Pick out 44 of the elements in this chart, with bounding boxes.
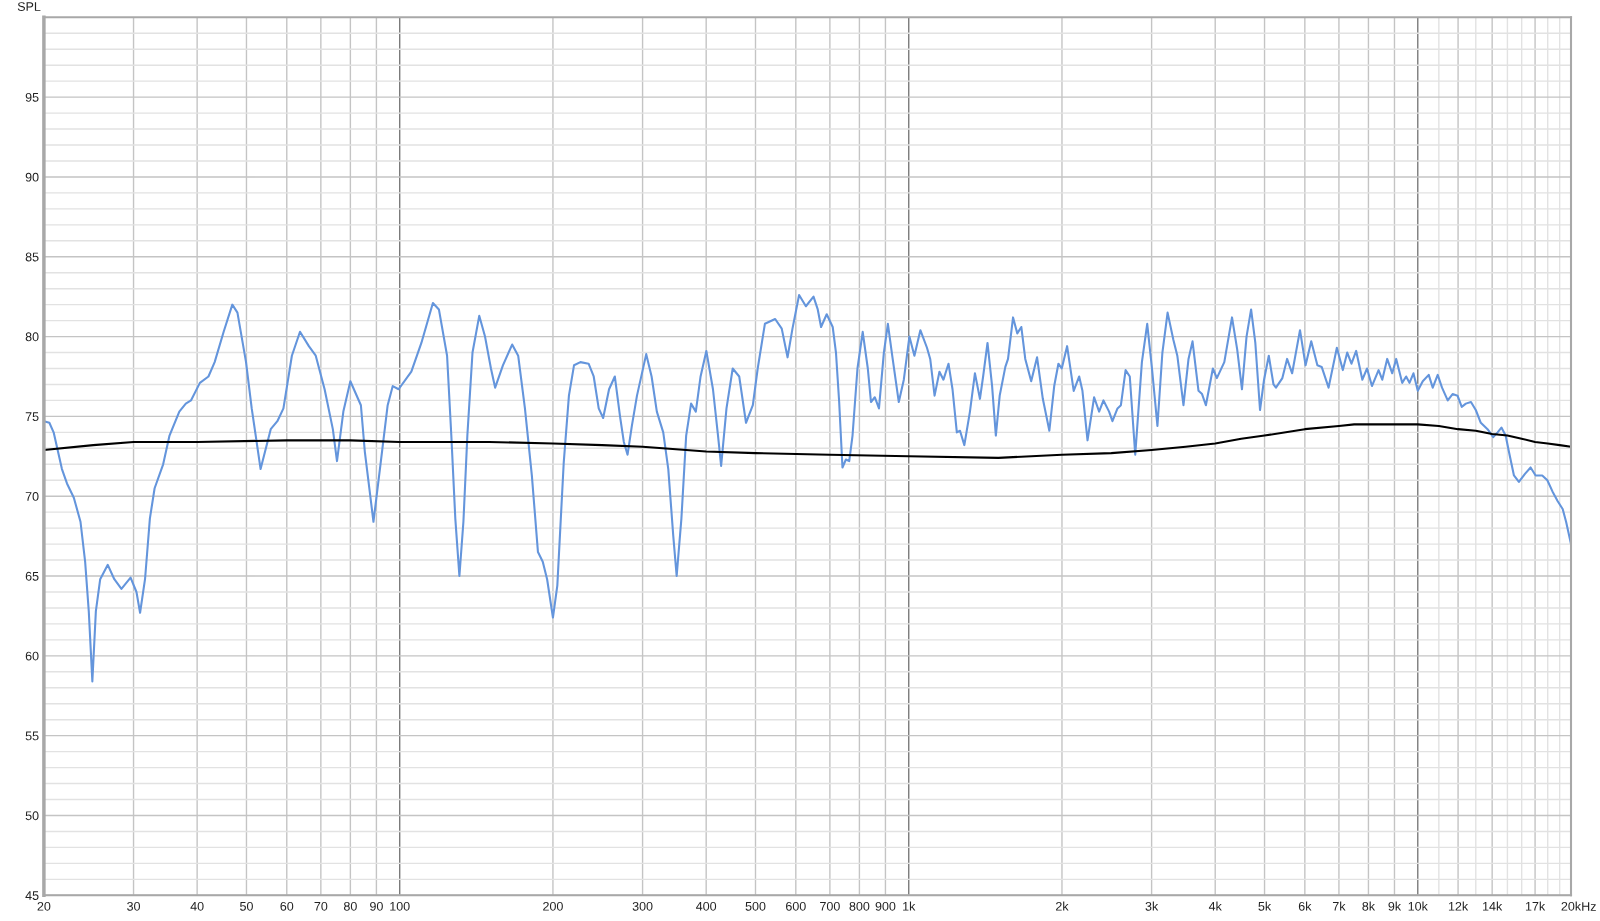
x-tick-label: 90: [370, 901, 383, 911]
y-tick-label: 65: [25, 571, 39, 581]
x-tick-label: 800: [849, 901, 870, 911]
x-tick-label: 400: [696, 901, 717, 911]
x-tick-label: 1k: [903, 901, 916, 911]
x-tick-label: 5k: [1258, 901, 1272, 911]
y-tick-label: 75: [25, 412, 39, 422]
x-tick-label: 2k: [1056, 901, 1069, 911]
y-tick-label: 95: [25, 92, 39, 102]
y-tick-label: 55: [25, 731, 39, 741]
x-tick-label: 9k: [1388, 901, 1402, 911]
y-tick-label: 50: [25, 811, 39, 821]
y-tick-label: 90: [25, 172, 39, 182]
x-tick-label: 80: [343, 901, 357, 911]
x-tick-label: 20: [37, 901, 51, 911]
x-tick-label: 10k: [1408, 901, 1428, 911]
x-tick-label: 12k: [1448, 901, 1469, 911]
y-axis-title: SPL: [17, 2, 41, 11]
x-tick-label: 60: [280, 901, 294, 911]
x-tick-label: 3k: [1145, 901, 1159, 911]
x-tick-label: 8k: [1362, 901, 1376, 911]
x-tick-label: 4k: [1208, 901, 1222, 911]
x-tick-label: 17k: [1525, 901, 1546, 911]
y-tick-label: 45: [25, 891, 39, 900]
x-tick-label: 30: [127, 901, 140, 911]
x-tick-label: 50: [240, 901, 253, 911]
x-tick-label: 14k: [1483, 901, 1503, 911]
x-tick-label: 300: [632, 901, 653, 911]
x-axis-title: Hz: [1582, 902, 1596, 911]
x-tick-label: 200: [543, 901, 563, 911]
x-tick-label: 70: [314, 901, 328, 911]
x-tick-label: 100: [390, 901, 410, 911]
x-tick-label: 500: [745, 901, 766, 911]
x-tick-label: 40: [190, 901, 204, 911]
y-tick-label: 70: [25, 492, 39, 501]
y-tick-label: 60: [25, 651, 39, 661]
y-tick-label: 85: [25, 252, 39, 262]
x-tick-label: 900: [875, 901, 896, 911]
x-tick-label: 600: [786, 901, 806, 911]
y-tick-label: 80: [25, 332, 39, 342]
x-tick-label: 7k: [1332, 901, 1346, 911]
x-tick-label: 6k: [1298, 901, 1312, 911]
x-tick-label: 20k: [1561, 901, 1582, 911]
x-tick-label: 700: [820, 901, 840, 911]
